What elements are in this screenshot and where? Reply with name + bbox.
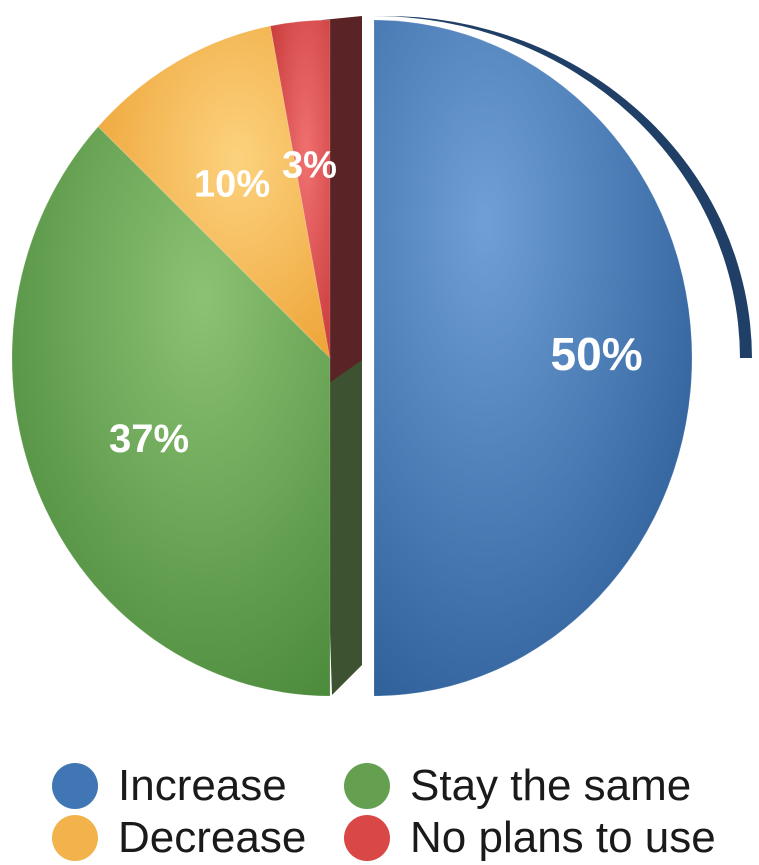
legend-item-no-plans-to-use: No plans to use — [344, 812, 716, 864]
legend-item-decrease: Decrease — [52, 812, 306, 864]
pie-slices — [11, 19, 693, 697]
pie-slice-stay-the-same — [11, 125, 331, 697]
pie-slice-decrease — [97, 25, 331, 360]
legend-swatch-no-plans-to-use — [344, 815, 390, 861]
slice-value-label: 50% — [551, 328, 643, 380]
pie-slice-increase — [373, 19, 693, 697]
slice-labels: 50% 37% 10% 3% — [109, 144, 643, 460]
slice-value-label: 10% — [194, 163, 270, 205]
right-side-face-top — [322, 16, 362, 388]
legend-label: No plans to use — [410, 813, 716, 862]
legend-label: Stay the same — [410, 761, 692, 810]
legend-swatch-increase — [52, 763, 98, 809]
legend: Increase Decrease Stay the same No plans… — [0, 752, 759, 862]
legend-label: Increase — [118, 761, 287, 810]
right-side-face-bottom — [322, 360, 362, 695]
slice-value-label: 3% — [282, 144, 337, 186]
pie-slice-no-plans-to-use — [269, 19, 331, 359]
slice-value-label: 37% — [109, 417, 189, 461]
legend-item-stay-the-same: Stay the same — [344, 760, 691, 812]
legend-swatch-decrease — [52, 815, 98, 861]
legend-label: Decrease — [118, 813, 307, 862]
pie-chart: 50% 37% 10% 3% — [11, 15, 752, 697]
legend-swatch-stay-the-same — [344, 763, 390, 809]
legend-item-increase: Increase — [52, 760, 287, 812]
